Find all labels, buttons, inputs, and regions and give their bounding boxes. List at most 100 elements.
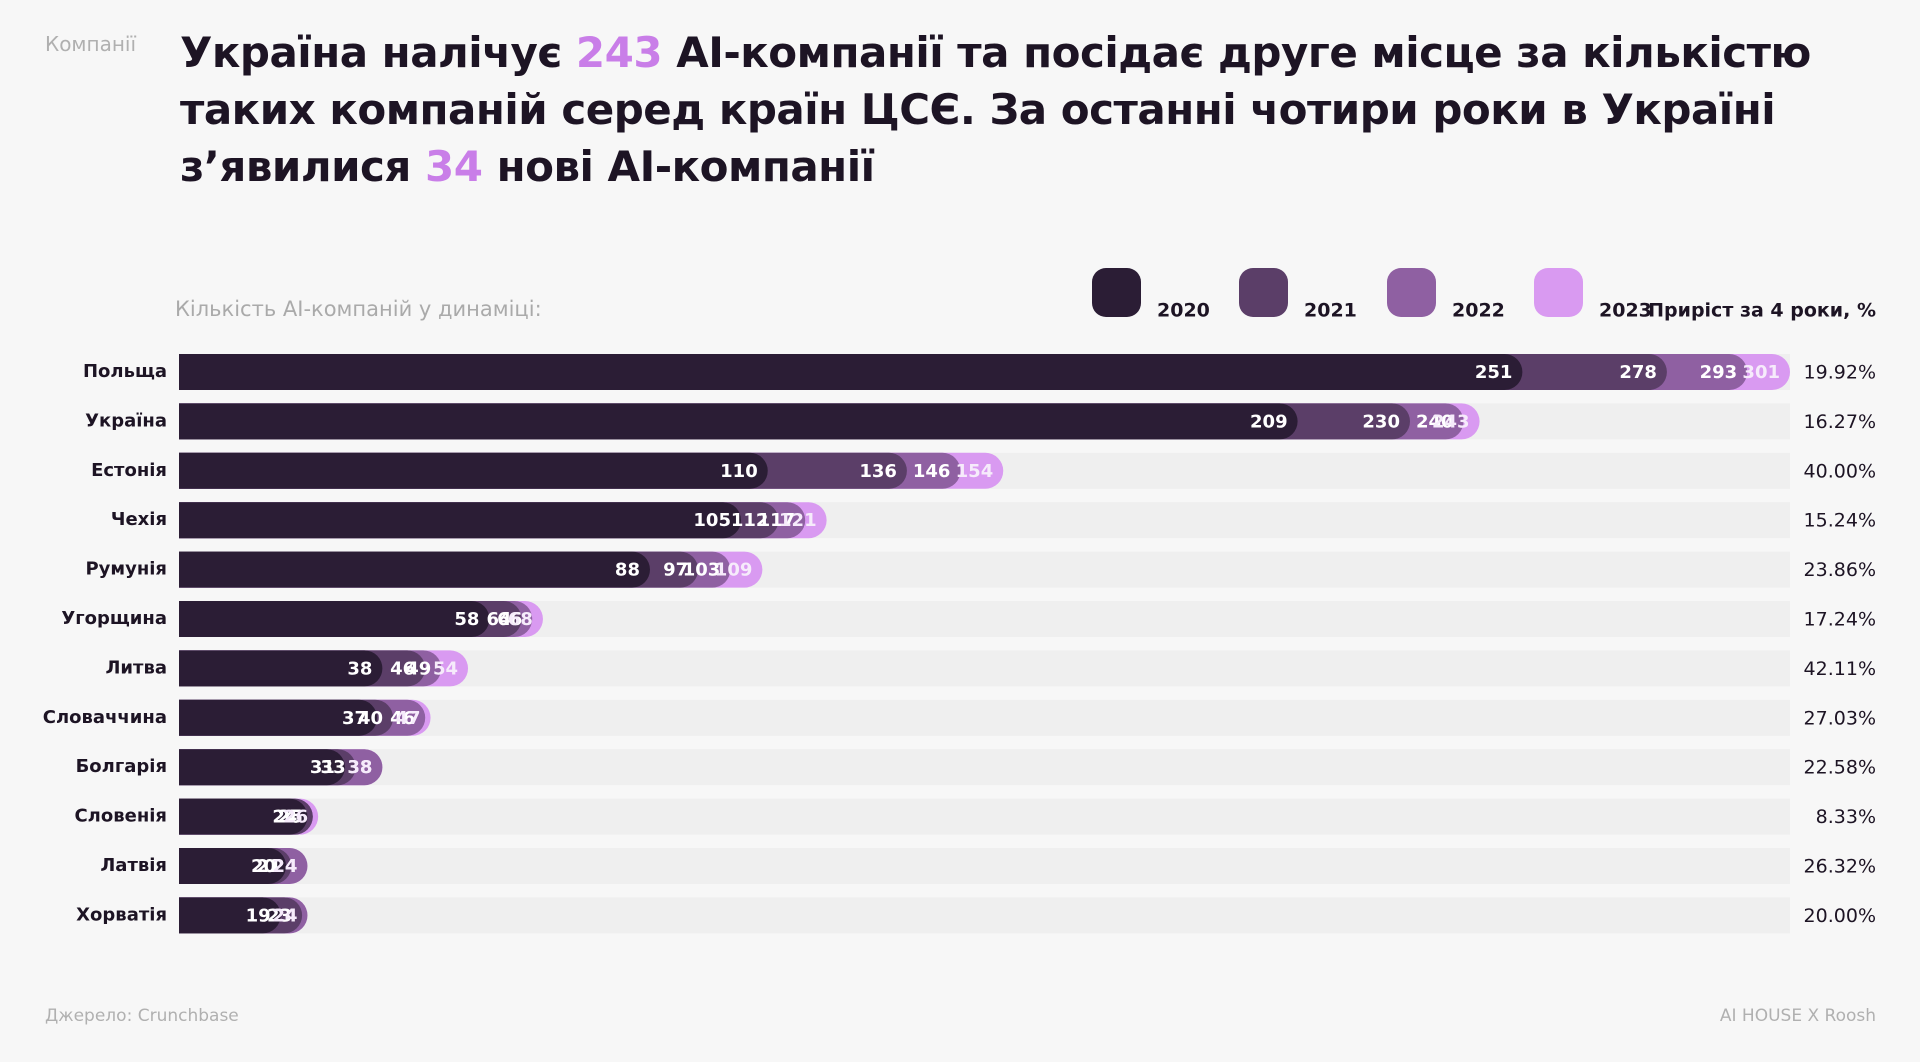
data-label: 293: [1700, 362, 1738, 383]
title-segment: 243: [575, 28, 663, 77]
data-label: 25: [278, 807, 303, 828]
y-tick-label: Угорщина: [61, 608, 167, 629]
data-label: 49: [406, 658, 431, 679]
y-tick-label: Литва: [105, 657, 167, 678]
title-segment: 34: [425, 142, 483, 191]
growth-label: 27.03%: [1804, 707, 1876, 729]
growth-label: 20.00%: [1804, 905, 1876, 927]
data-label: 66: [497, 609, 522, 630]
data-label: 37: [342, 708, 367, 729]
y-tick-label: Латвія: [100, 855, 167, 876]
growth-label: 17.24%: [1804, 609, 1876, 631]
data-label: 112: [731, 510, 769, 531]
data-label: 97: [663, 560, 688, 581]
data-label: 146: [913, 461, 951, 482]
growth-label: 8.33%: [1816, 806, 1876, 828]
growth-header: Приріст за 4 роки, %: [1648, 300, 1876, 322]
bar: [179, 452, 768, 489]
data-label: 121: [779, 510, 817, 531]
legend-swatch: [1387, 268, 1436, 317]
data-label: 105: [693, 510, 731, 531]
data-label: 25: [278, 807, 303, 828]
data-label: 230: [1362, 411, 1400, 432]
data-label: 88: [615, 560, 640, 581]
title-segment: Україна налічує: [180, 28, 576, 77]
data-label: 24: [272, 905, 297, 926]
bar-track: [179, 749, 1790, 786]
bar: [179, 749, 345, 786]
bar: [179, 699, 378, 736]
data-label: 243: [1432, 411, 1470, 432]
bar: [179, 502, 741, 539]
data-label: 58: [454, 609, 479, 630]
source: Джерело: Crunchbase: [45, 1006, 239, 1026]
data-label: 278: [1619, 362, 1657, 383]
data-label: 209: [1250, 411, 1288, 432]
data-label: 38: [347, 757, 372, 778]
data-label: 64: [486, 609, 511, 630]
data-label: 301: [1742, 362, 1780, 383]
legend-swatch: [1534, 268, 1583, 317]
data-label: 154: [956, 461, 994, 482]
data-label: 38: [347, 757, 372, 778]
data-label: 110: [720, 461, 758, 482]
growth-label: 16.27%: [1804, 411, 1876, 433]
data-label: 38: [347, 658, 372, 679]
data-label: 117: [758, 510, 796, 531]
growth-label: 22.58%: [1804, 757, 1876, 779]
data-label: 109: [715, 560, 753, 581]
data-label: 103: [683, 560, 721, 581]
legend-label: 2020: [1157, 300, 1210, 322]
y-tick-label: Хорватія: [76, 904, 167, 925]
y-tick-label: Румунія: [85, 559, 167, 580]
bar: [179, 403, 1298, 440]
bar: [179, 798, 308, 835]
legend-label: 2021: [1304, 300, 1357, 322]
bar-track: [179, 798, 1790, 835]
legend-label: 2022: [1452, 300, 1505, 322]
data-label: 20: [251, 856, 276, 877]
title-segment: AI-компанії та посідає друге місце за кі…: [180, 28, 1811, 191]
y-tick-label: Україна: [85, 410, 167, 431]
growth-label: 15.24%: [1804, 510, 1876, 532]
data-label: 33: [321, 757, 346, 778]
data-label: 46: [390, 708, 415, 729]
data-label: 21: [256, 856, 281, 877]
title-segment: нові AI-компанії: [482, 142, 875, 191]
legend-swatch: [1239, 268, 1288, 317]
y-tick-label: Словаччина: [43, 707, 167, 728]
bar: [179, 551, 650, 588]
bar: [179, 650, 383, 687]
data-label: 26: [283, 807, 308, 828]
data-label: 24: [272, 807, 297, 828]
brand: AI HOUSE X Roosh: [1720, 1006, 1876, 1026]
chart-subtitle: Кількість AI-компаній у динаміці:: [175, 297, 542, 321]
data-label: 68: [508, 609, 533, 630]
legend-swatch: [1092, 268, 1141, 317]
growth-label: 42.11%: [1804, 658, 1876, 680]
bar-track: [179, 699, 1790, 736]
data-label: 23: [267, 905, 292, 926]
data-label: 251: [1475, 362, 1513, 383]
bar: [179, 897, 281, 934]
data-label: 240: [1416, 411, 1454, 432]
y-tick-label: Болгарія: [76, 756, 167, 777]
data-label: 46: [390, 658, 415, 679]
data-label: 19: [246, 905, 271, 926]
bar-track: [179, 848, 1790, 884]
data-label: 24: [272, 856, 297, 877]
y-tick-label: Естонія: [91, 460, 167, 481]
growth-label: 26.32%: [1804, 856, 1876, 878]
data-label: 47: [395, 708, 420, 729]
bar: [179, 848, 287, 884]
data-label: 54: [433, 658, 458, 679]
growth-label: 40.00%: [1804, 460, 1876, 482]
growth-label: 19.92%: [1804, 362, 1876, 384]
data-label: 24: [272, 856, 297, 877]
legend-label: 2023: [1599, 300, 1652, 322]
y-tick-label: Чехія: [111, 509, 167, 530]
data-label: 136: [859, 461, 897, 482]
bar: [179, 354, 1523, 390]
